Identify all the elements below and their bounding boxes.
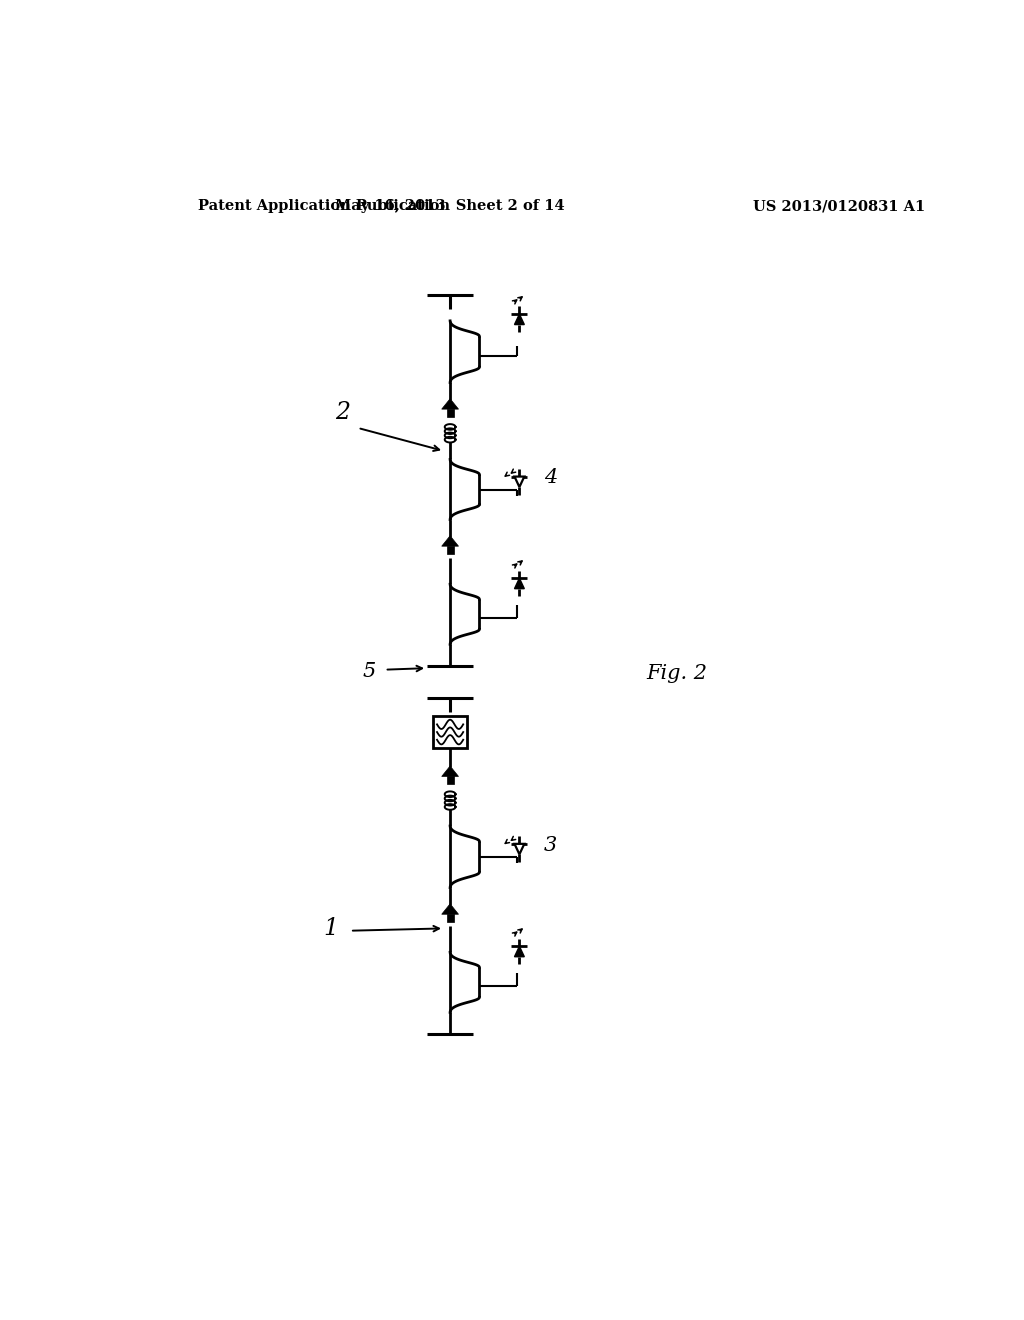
Text: Fig. 2: Fig. 2 xyxy=(647,664,708,682)
Text: 3: 3 xyxy=(544,836,557,855)
Text: US 2013/0120831 A1: US 2013/0120831 A1 xyxy=(753,199,925,213)
Polygon shape xyxy=(446,546,454,554)
Polygon shape xyxy=(441,766,459,776)
Polygon shape xyxy=(514,314,524,325)
Text: 4: 4 xyxy=(544,469,557,487)
Polygon shape xyxy=(514,578,524,589)
Bar xyxy=(433,715,467,748)
Text: Patent Application Publication: Patent Application Publication xyxy=(199,199,451,213)
Polygon shape xyxy=(446,776,454,784)
Polygon shape xyxy=(514,946,524,957)
Polygon shape xyxy=(441,536,459,546)
Text: 5: 5 xyxy=(362,661,376,681)
Text: 1: 1 xyxy=(324,917,338,940)
Polygon shape xyxy=(446,409,454,417)
Polygon shape xyxy=(514,477,524,487)
Polygon shape xyxy=(514,843,524,854)
Polygon shape xyxy=(441,399,459,409)
Polygon shape xyxy=(441,904,459,915)
Text: 2: 2 xyxy=(335,401,350,424)
Polygon shape xyxy=(446,915,454,923)
Text: May 16, 2013  Sheet 2 of 14: May 16, 2013 Sheet 2 of 14 xyxy=(335,199,565,213)
